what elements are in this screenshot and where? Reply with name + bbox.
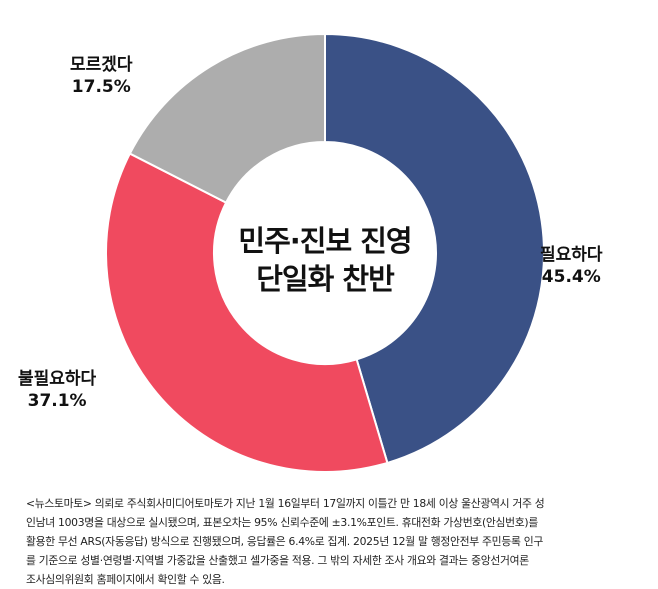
slice-category-necessary: 필요하다 [540, 245, 603, 265]
slice-category-unknown: 모르겠다 [70, 55, 133, 75]
survey-footnote: <뉴스토마토> 의뢰로 주식회사미디어토마토가 지난 1월 16일부터 17일까… [26, 494, 638, 589]
donut-chart [105, 32, 545, 473]
slice-label-necessary: 필요하다 45.4% [540, 244, 603, 288]
slice-value-unnecessary: 37.1% [27, 391, 87, 411]
slice-label-unknown: 모르겠다 17.5% [70, 54, 133, 98]
chart-title-line-1: 민주·진보 진영 [238, 224, 412, 258]
chart-title: 민주·진보 진영 단일화 찬반 [200, 222, 450, 298]
slice-unknown [128, 32, 326, 204]
slice-unnecessary [105, 152, 389, 473]
slice-value-unknown: 17.5% [71, 77, 131, 97]
footnote-line: 를 기준으로 성별·연령별·지역별 가중값을 산출했고 셀가중을 적용. 그 밖… [26, 554, 529, 567]
slice-label-unnecessary: 불필요하다 37.1% [18, 368, 96, 412]
footnote-line: <뉴스토마토> 의뢰로 주식회사미디어토마토가 지난 1월 16일부터 17일까… [26, 497, 545, 510]
slice-category-unnecessary: 불필요하다 [18, 369, 97, 389]
slice-value-necessary: 45.4% [541, 267, 601, 287]
slice-necessary [324, 32, 545, 465]
footnote-line: 인남녀 1003명을 대상으로 실시됐으며, 표본오차는 95% 신뢰수준에 ±… [26, 516, 538, 529]
footnote-line: 활용한 무선 ARS(자동응답) 방식으로 진행됐으며, 응답률은 6.4%로 … [26, 535, 543, 548]
footnote-line: 조사심의위원회 홈페이지에서 확인할 수 있음. [26, 573, 225, 586]
chart-title-line-2: 단일화 찬반 [256, 262, 395, 296]
